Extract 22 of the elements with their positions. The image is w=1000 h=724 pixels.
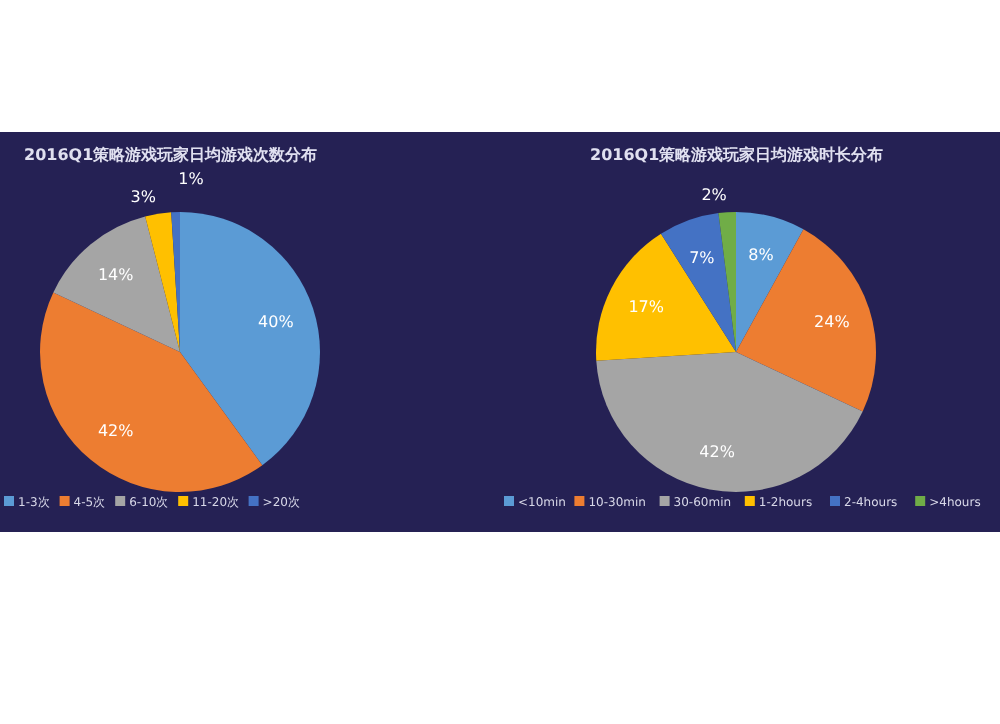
data-label: 24% — [814, 312, 851, 331]
pie-slice — [736, 229, 876, 412]
pie-slice — [145, 212, 180, 352]
pie-slice — [180, 212, 320, 466]
data-label: 3% — [130, 187, 157, 206]
data-label: 17% — [628, 298, 665, 317]
chart-title: 2016Q1策略游戏玩家日均游戏次数分布 — [24, 144, 318, 164]
pie-slice — [660, 213, 736, 352]
pie-slice — [718, 212, 736, 352]
data-label: 14% — [97, 266, 135, 285]
data-label: 2% — [701, 186, 728, 205]
data-label: 1% — [178, 170, 205, 189]
pie-slice — [596, 233, 736, 361]
pie-slice — [53, 216, 180, 352]
data-label: 40% — [258, 312, 295, 331]
data-label: 8% — [748, 246, 775, 265]
data-label: 42% — [699, 443, 736, 462]
pie-slice — [596, 352, 863, 492]
data-label: 7% — [689, 249, 716, 268]
data-label: 42% — [97, 421, 135, 440]
chart-title: 2016Q1策略游戏玩家日均游戏时长分布 — [590, 144, 884, 164]
pie-slice — [736, 212, 804, 352]
